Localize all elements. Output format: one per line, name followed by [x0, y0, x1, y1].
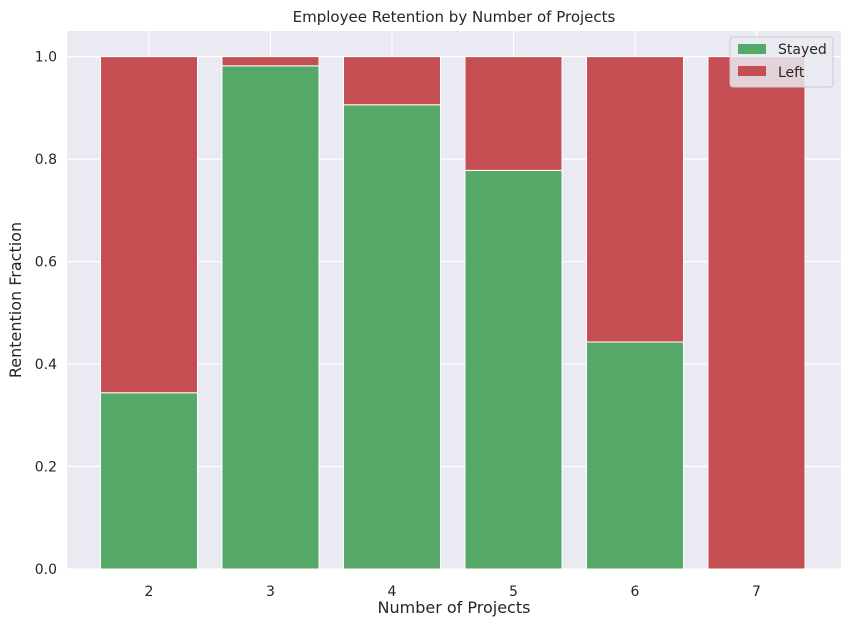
- bar-left: [221, 56, 320, 67]
- y-tick-label: 0.6: [35, 255, 57, 271]
- x-axis-ticks: 2 3 4 5 6 7: [145, 584, 761, 600]
- bar-stayed: [100, 392, 198, 570]
- chart-title: Employee Retention by Number of Projects: [293, 8, 616, 26]
- y-tick-label: 0.4: [35, 357, 57, 373]
- legend-label-stayed: Stayed: [778, 42, 827, 58]
- x-tick-label: 6: [631, 584, 640, 600]
- legend: Stayed Left: [729, 36, 834, 88]
- x-tick-label: 4: [388, 584, 397, 600]
- bar-left: [343, 56, 441, 106]
- bar-stayed: [221, 65, 320, 570]
- legend-swatch-left: [738, 66, 766, 76]
- y-axis-ticks: 0.0 0.2 0.4 0.6 0.8 1.0: [35, 50, 57, 578]
- bar-left: [100, 56, 198, 394]
- bar-stayed: [586, 341, 684, 570]
- legend-swatch-stayed: [738, 44, 766, 54]
- x-tick-label: 5: [509, 584, 518, 600]
- bar-stayed: [343, 104, 441, 570]
- bar-left: [586, 56, 684, 343]
- bar-left: [707, 56, 806, 570]
- x-tick-label: 7: [752, 584, 761, 600]
- x-tick-label: 3: [266, 584, 275, 600]
- bar-group: [100, 56, 806, 570]
- y-tick-label: 0.8: [35, 152, 57, 168]
- bar-stayed: [464, 169, 563, 570]
- y-tick-label: 1.0: [35, 50, 57, 66]
- x-tick-label: 2: [145, 584, 154, 600]
- y-tick-label: 0.0: [35, 562, 57, 578]
- legend-label-left: Left: [778, 65, 805, 81]
- y-axis-label: Rentention Fraction: [6, 222, 25, 378]
- y-tick-label: 0.2: [35, 460, 57, 476]
- bar-left: [464, 56, 563, 171]
- x-axis-label: Number of Projects: [378, 598, 531, 617]
